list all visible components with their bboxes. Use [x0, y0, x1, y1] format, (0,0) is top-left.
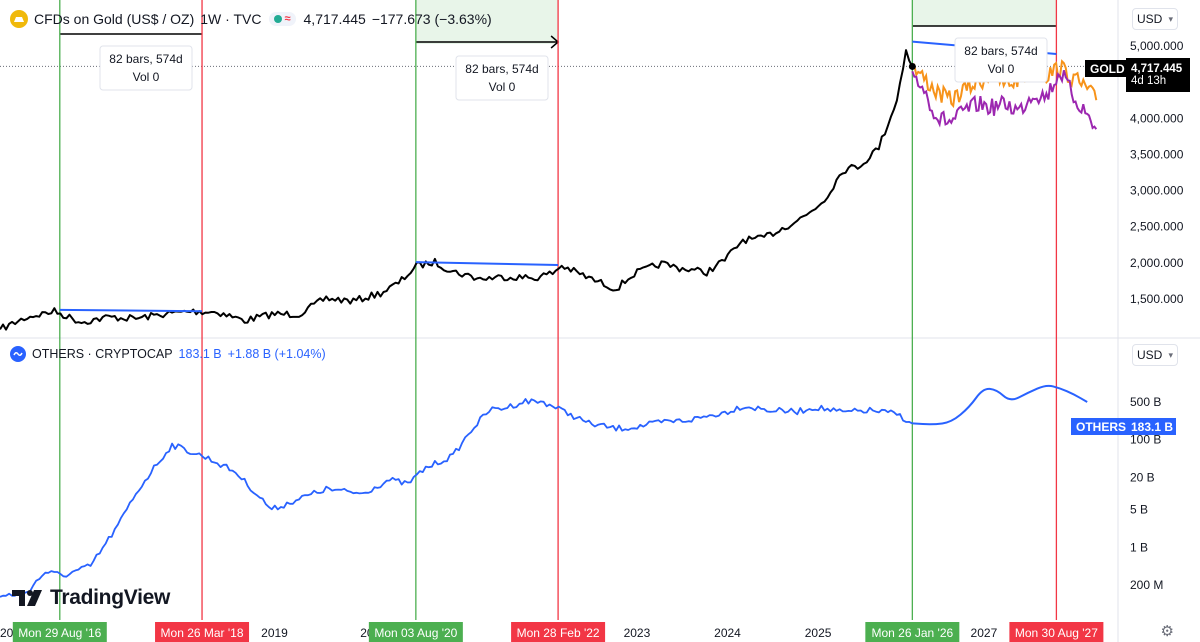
others-line[interactable]: [0, 398, 913, 598]
measure-vol-label: Vol 0: [988, 62, 1015, 76]
tradingview-logo[interactable]: TradingView: [12, 586, 170, 610]
measure-info-box: [455, 55, 549, 101]
date-marker-badge[interactable]: [155, 622, 250, 642]
measure-info-box: [99, 45, 193, 91]
gold-tag-badge: GOLD: [1085, 60, 1130, 77]
time-axis-label: 2019: [261, 626, 288, 640]
tradingview-logo-text: TradingView: [50, 586, 171, 609]
others-axis-label: 5 B: [1130, 503, 1148, 517]
time-axis-label: 2027: [971, 626, 998, 640]
measure-fill: [415, 0, 559, 44]
measure-vol-label: Vol 0: [133, 70, 160, 84]
price-axis-label: 1,500.000: [1130, 292, 1184, 306]
date-marker-label: Mon 29 Aug '16: [18, 626, 101, 640]
measure-range-line[interactable]: [59, 308, 203, 313]
interval-source[interactable]: 1W · TVC: [200, 11, 262, 27]
date-marker-badge[interactable]: [368, 622, 463, 642]
others-currency-label: USD: [1137, 348, 1163, 362]
gold-countdown-label: 4d 13h: [1131, 75, 1167, 87]
gold-change: −177.673 (−3.63%): [371, 11, 492, 27]
price-axis-label: 4,000.000: [1130, 111, 1184, 125]
price-axis-label: 3,000.000: [1130, 184, 1184, 198]
date-marker-badge[interactable]: [511, 622, 606, 642]
chevron-down-icon: ▾: [1168, 349, 1173, 360]
others-axis-label: 20 B: [1130, 470, 1155, 484]
chevron-down-icon: ▾: [1168, 13, 1173, 24]
price-currency-label: USD: [1137, 12, 1163, 26]
time-axis-label: 2024: [714, 626, 741, 640]
date-marker-label: Mon 30 Aug '27: [1015, 626, 1098, 640]
price-axis-label: 2,000.000: [1130, 256, 1184, 270]
others-value: 183.1 B: [178, 347, 222, 361]
others-currency-select[interactable]: USD ▾: [1132, 344, 1178, 366]
gold-coin-icon: [10, 10, 28, 28]
others-change: +1.88 B (+1.04%): [227, 347, 326, 361]
gold-legend: CFDs on Gold (US$ / OZ) 1W · TVC ≈ 4,717…: [10, 10, 492, 28]
price-axis-label: 5,000.000: [1130, 39, 1184, 53]
others-value-badge: 183.1 B: [1126, 418, 1176, 435]
measure-bars-label: 82 bars, 574d: [465, 62, 538, 76]
gear-icon[interactable]: ⚙: [1160, 623, 1174, 640]
price-axis-label: 3,500.000: [1130, 147, 1184, 161]
measure-bars-label: 82 bars, 574d: [964, 44, 1037, 58]
market-open-dot-icon: [274, 15, 283, 23]
others-legend: OTHERS · CRYPTOCAP 183.1 B +1.88 B (+1.0…: [10, 346, 326, 362]
approx-icon: ≈: [284, 13, 291, 25]
gold-price-line[interactable]: [0, 49, 914, 331]
measure-bars-label: 82 bars, 574d: [109, 52, 182, 66]
measure-vol-label: Vol 0: [489, 80, 516, 94]
date-marker-badge[interactable]: [865, 622, 960, 642]
gold-tag-label: GOLD: [1090, 61, 1125, 76]
last-price-dot: [908, 62, 916, 70]
measure-info-box: [954, 37, 1048, 83]
date-marker-badge[interactable]: [12, 622, 107, 642]
date-marker-label: Mon 28 Feb '22: [517, 626, 600, 640]
others-title[interactable]: OTHERS · CRYPTOCAP: [32, 347, 173, 361]
gold-title[interactable]: CFDs on Gold (US$ / OZ): [34, 11, 195, 27]
others-axis-label: 200 M: [1130, 578, 1163, 592]
tradingview-logo-icon: [12, 590, 42, 606]
others-tag-label: OTHERS: [1076, 419, 1127, 434]
time-axis-label: 2023: [624, 626, 651, 640]
price-currency-select[interactable]: USD ▾: [1132, 8, 1178, 30]
wave-icon: [10, 346, 26, 362]
date-marker-label: Mon 03 Aug '20: [374, 626, 457, 640]
others-projection-line[interactable]: [912, 384, 1088, 426]
gold-price: 4,717.445: [303, 11, 366, 27]
date-marker-label: Mon 26 Jan '26: [871, 626, 953, 640]
projection-orange-line[interactable]: [911, 59, 1098, 109]
others-axis-label: 1 B: [1130, 540, 1148, 554]
measure-fill: [912, 0, 1057, 26]
market-status-chip[interactable]: ≈: [269, 12, 296, 26]
price-axis-label: 2,500.000: [1130, 220, 1184, 234]
date-marker-label: Mon 26 Mar '18: [161, 626, 244, 640]
others-axis-label: 100 B: [1130, 433, 1161, 447]
others-axis-label: 500 B: [1130, 395, 1161, 409]
date-marker-badge[interactable]: [1009, 622, 1104, 642]
gold-price-badge: 4,717.445 4d 13h: [1126, 58, 1190, 92]
gold-price-label: 4,717.445: [1131, 63, 1183, 75]
others-tag-badge: OTHERS: [1071, 418, 1132, 435]
others-value-label: 183.1 B: [1131, 419, 1174, 434]
measure-range-line[interactable]: [415, 261, 559, 267]
time-axis-label: 2025: [805, 626, 832, 640]
projection-purple-line[interactable]: [911, 70, 1098, 130]
